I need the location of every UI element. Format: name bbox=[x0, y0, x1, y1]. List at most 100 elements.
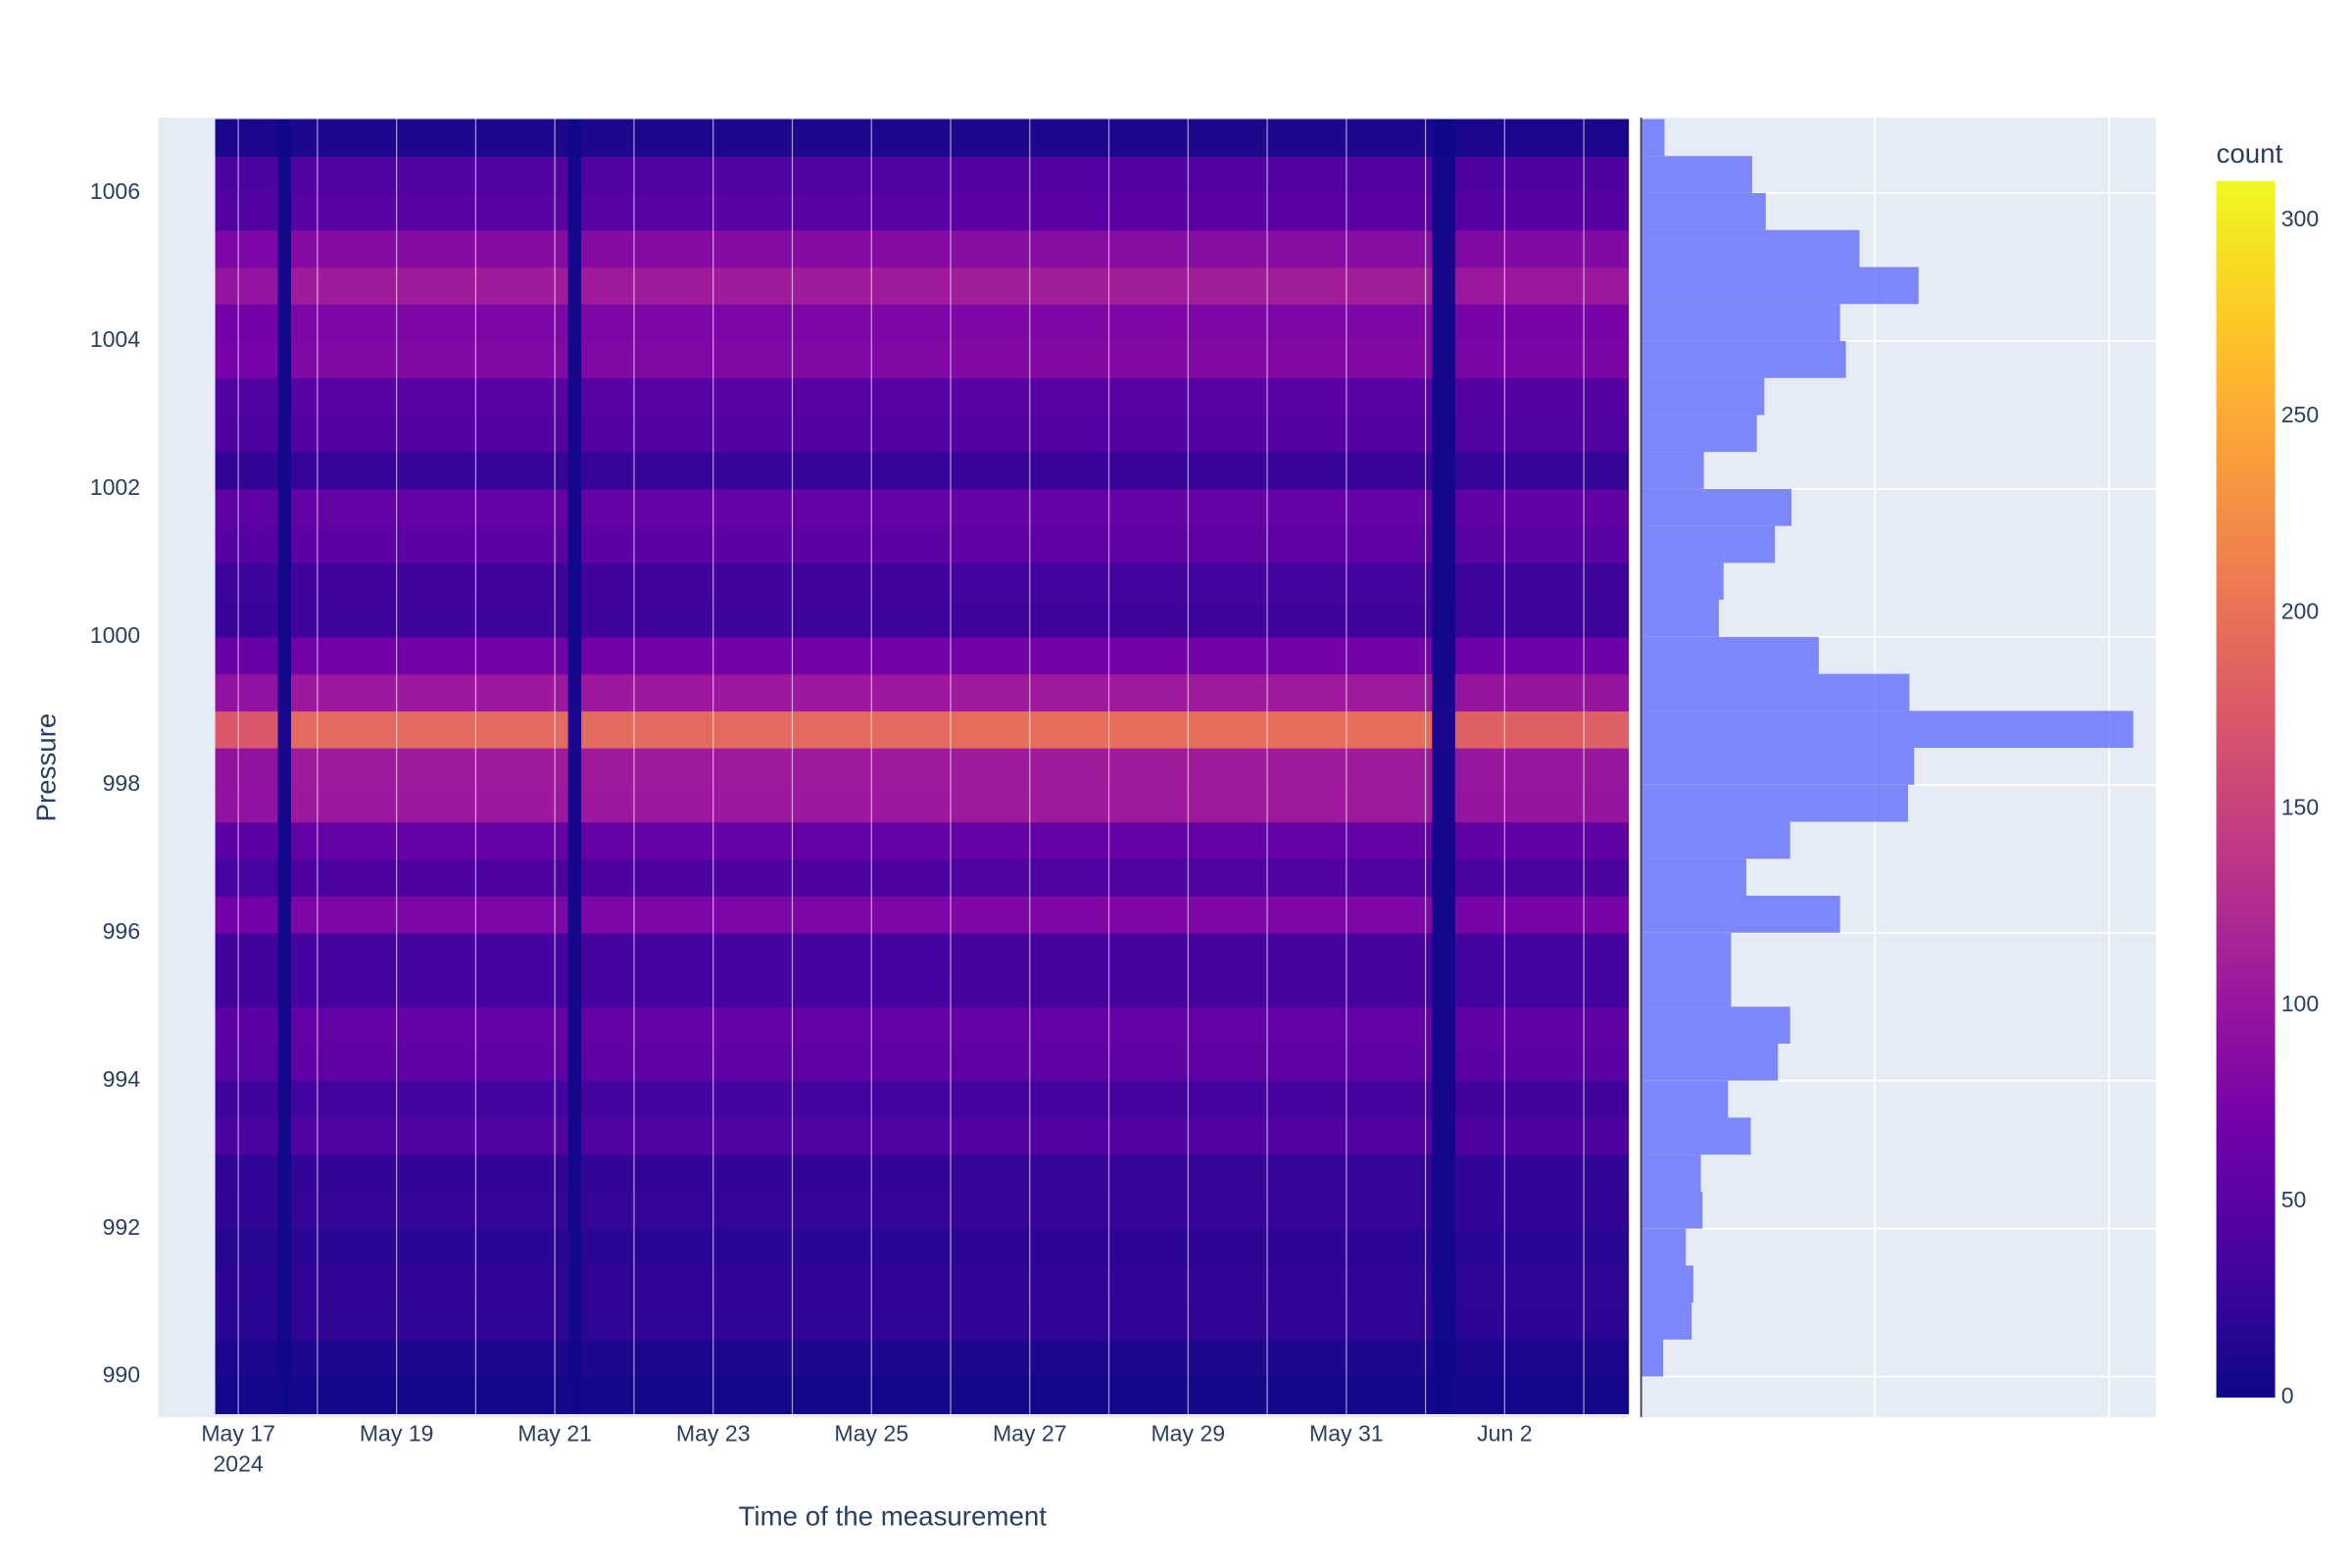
histogram-bar bbox=[1640, 748, 1915, 785]
heatmap-cell bbox=[277, 1006, 292, 1045]
heatmap-cell bbox=[277, 748, 292, 786]
heatmap-cell bbox=[277, 600, 292, 638]
colorbar-tick-label: 200 bbox=[2281, 598, 2319, 623]
heatmap-cell bbox=[951, 710, 1433, 749]
y-tick-label: 1004 bbox=[90, 326, 140, 352]
heatmap-cell bbox=[581, 1043, 952, 1082]
heatmap-cell bbox=[581, 1006, 952, 1045]
heatmap-cell bbox=[277, 1228, 292, 1267]
histogram-bar bbox=[1640, 1191, 1703, 1229]
heatmap-cell bbox=[1454, 119, 1630, 157]
heatmap-cell bbox=[277, 119, 292, 157]
x-tick-label: May 23 bbox=[676, 1421, 751, 1446]
heatmap-cell bbox=[951, 748, 1433, 786]
heatmap-cell bbox=[951, 415, 1433, 453]
heatmap-cell bbox=[277, 488, 292, 527]
heatmap-cell bbox=[567, 452, 582, 490]
heatmap-cell bbox=[1432, 600, 1456, 638]
y-tick-label: 996 bbox=[103, 918, 140, 944]
heatmap-cell bbox=[1454, 1154, 1630, 1193]
heatmap-cell bbox=[951, 340, 1433, 379]
y-tick-label: 1002 bbox=[90, 474, 140, 500]
heatmap-cell bbox=[1432, 452, 1456, 490]
heatmap-cell bbox=[215, 1043, 279, 1082]
heatmap-cell bbox=[215, 1265, 279, 1303]
heatmap-cell bbox=[290, 858, 569, 897]
heatmap-cell bbox=[1454, 1043, 1630, 1082]
heatmap-cell bbox=[1432, 229, 1456, 269]
y-tick-label: 1006 bbox=[90, 178, 140, 204]
heatmap-cell bbox=[567, 636, 582, 675]
heatmap-cell bbox=[581, 1302, 952, 1341]
heatmap-cell bbox=[277, 1376, 292, 1414]
heatmap-cell bbox=[567, 415, 582, 453]
heatmap-cell bbox=[1454, 1080, 1630, 1119]
heatmap-cell bbox=[581, 563, 952, 601]
heatmap-cell bbox=[1432, 1191, 1456, 1230]
heatmap-cell bbox=[1454, 267, 1630, 305]
histogram-bar bbox=[1640, 192, 1766, 230]
heatmap-cell bbox=[1432, 1117, 1456, 1155]
heatmap-cell bbox=[567, 896, 582, 934]
heatmap-cell bbox=[1432, 525, 1456, 564]
heatmap-cell bbox=[1432, 304, 1456, 342]
heatmap-cell bbox=[951, 1154, 1433, 1193]
heatmap-cell bbox=[1432, 673, 1456, 711]
x-tick-label: May 29 bbox=[1151, 1421, 1225, 1446]
histogram-bar bbox=[1640, 304, 1840, 341]
heatmap-cell bbox=[277, 452, 292, 490]
heatmap-cell bbox=[581, 156, 952, 194]
heatmap-cell bbox=[290, 229, 569, 269]
heatmap-cell bbox=[215, 304, 279, 342]
heatmap-cell bbox=[951, 1265, 1433, 1303]
histogram-bar bbox=[1640, 563, 1724, 601]
heatmap-cell bbox=[951, 304, 1433, 342]
heatmap-cell bbox=[290, 377, 569, 416]
histogram-bar bbox=[1640, 119, 1665, 157]
heatmap-cell bbox=[277, 340, 292, 379]
heatmap-cell bbox=[951, 1080, 1433, 1119]
heatmap-cell bbox=[215, 636, 279, 675]
heatmap-cell bbox=[1432, 119, 1456, 157]
histogram-bar bbox=[1640, 600, 1719, 637]
histogram-bar bbox=[1640, 1043, 1779, 1081]
heatmap-cell bbox=[277, 267, 292, 305]
heatmap-cell bbox=[951, 525, 1433, 564]
x-tick-label: May 27 bbox=[993, 1421, 1067, 1446]
histogram-bar bbox=[1640, 1080, 1729, 1118]
heatmap-cell bbox=[277, 1154, 292, 1193]
histogram-bar bbox=[1640, 415, 1757, 453]
histogram-bar bbox=[1640, 821, 1790, 859]
heatmap-cell bbox=[290, 563, 569, 601]
heatmap-cell bbox=[215, 156, 279, 194]
heatmap-cell bbox=[951, 229, 1433, 269]
heatmap-cell bbox=[290, 784, 569, 823]
heatmap-cell bbox=[290, 1376, 569, 1414]
heatmap-cell bbox=[581, 1265, 952, 1303]
heatmap-cell bbox=[215, 1228, 279, 1267]
heatmap-cell bbox=[290, 1117, 569, 1155]
heatmap-cell bbox=[290, 156, 569, 194]
histogram-bar bbox=[1640, 1117, 1751, 1155]
y-tick-label: 1000 bbox=[90, 622, 140, 648]
heatmap-cell bbox=[1432, 267, 1456, 305]
heatmap-cell bbox=[290, 748, 569, 786]
histogram-bar bbox=[1640, 267, 1919, 305]
heatmap-cell bbox=[567, 1376, 582, 1414]
heatmap-cell bbox=[1432, 1339, 1456, 1378]
heatmap-cell bbox=[1454, 415, 1630, 453]
heatmap-cell bbox=[215, 1376, 279, 1414]
heatmap-cell bbox=[277, 821, 292, 859]
heatmap-cell bbox=[215, 969, 279, 1007]
heatmap-cell bbox=[215, 119, 279, 157]
heatmap-cell bbox=[277, 896, 292, 934]
histogram-bar bbox=[1640, 452, 1704, 489]
histogram-bar bbox=[1640, 1154, 1701, 1192]
heatmap-cell bbox=[1432, 340, 1456, 379]
heatmap-cell bbox=[1454, 1302, 1630, 1341]
heatmap-cell bbox=[290, 969, 569, 1007]
heatmap-cell bbox=[581, 415, 952, 453]
colorbar-tick-label: 100 bbox=[2281, 991, 2319, 1016]
heatmap-cell bbox=[567, 1265, 582, 1303]
